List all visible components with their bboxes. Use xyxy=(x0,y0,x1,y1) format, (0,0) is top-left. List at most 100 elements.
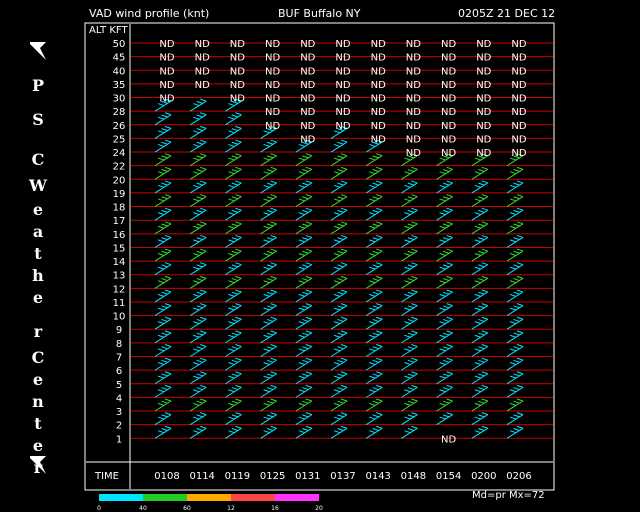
altitude-label-1: 1 xyxy=(116,434,122,445)
wind-barb-4-0206 xyxy=(506,384,524,398)
wind-barb-12-0108 xyxy=(154,275,172,289)
wind-barb-1-0119 xyxy=(225,425,242,439)
wind-barb-17-0131 xyxy=(295,207,313,221)
wind-barb-5-0200 xyxy=(471,371,489,385)
wind-barb-8-0154 xyxy=(436,330,453,344)
no-data-30-0143: ND xyxy=(371,94,386,105)
wind-barb-9-0154 xyxy=(436,316,453,330)
wind-barb-17-0114 xyxy=(189,207,207,221)
wind-barb-25-0119 xyxy=(225,125,242,139)
wind-barb-14-0154 xyxy=(436,248,453,262)
wind-barb-19-0131 xyxy=(295,180,313,194)
wind-barb-20-0131 xyxy=(295,166,313,180)
altitude-label-18: 18 xyxy=(113,203,126,214)
no-data-30-0119: ND xyxy=(230,94,245,105)
no-data-24-0154: ND xyxy=(441,148,456,159)
wind-barb-14-0131 xyxy=(295,248,313,262)
logo-letter: S xyxy=(32,110,44,129)
y-axis-title: ALT KFT xyxy=(89,25,128,36)
wind-barb-13-0148 xyxy=(401,262,418,276)
altitude-label-9: 9 xyxy=(116,325,122,336)
no-data-26-0125: ND xyxy=(265,121,280,132)
time-label-0119: 0119 xyxy=(225,471,250,482)
wind-barb-1-0108 xyxy=(154,425,172,439)
wind-barb-20-0114 xyxy=(189,166,207,180)
wind-barb-9-0137 xyxy=(330,316,348,330)
no-data-30-0131: ND xyxy=(300,94,315,105)
wind-barb-18-0200 xyxy=(471,194,489,207)
wind-barb-16-0125 xyxy=(260,221,277,235)
no-data-35-0200: ND xyxy=(476,80,491,91)
time-label-0200: 0200 xyxy=(471,471,496,482)
no-data-35-0114: ND xyxy=(195,80,210,91)
altitude-label-3: 3 xyxy=(116,407,122,418)
wind-barb-17-0125 xyxy=(260,207,277,221)
wind-barb-20-0148 xyxy=(401,166,418,180)
wind-barb-12-0154 xyxy=(436,275,453,289)
wind-barb-18-0125 xyxy=(260,194,277,207)
no-data-45-0206: ND xyxy=(511,53,526,64)
wind-barb-10-0137 xyxy=(330,303,348,317)
wind-barb-16-0131 xyxy=(295,221,313,235)
wind-barb-15-0108 xyxy=(154,234,172,248)
no-data-30-0125: ND xyxy=(265,94,280,105)
wind-barb-8-0114 xyxy=(189,330,207,344)
wind-barb-20-0108 xyxy=(154,166,172,180)
wind-barb-16-0137 xyxy=(330,221,348,235)
wind-barb-15-0143 xyxy=(365,234,383,248)
wind-barb-25-0137 xyxy=(330,125,348,139)
wind-barb-13-0114 xyxy=(189,262,207,276)
no-data-26-0154: ND xyxy=(441,121,456,132)
wind-barb-4-0154 xyxy=(436,384,453,398)
wind-barb-5-0148 xyxy=(401,371,418,385)
wind-barb-7-0131 xyxy=(295,344,313,357)
logo-letter: a xyxy=(32,222,44,241)
wind-barb-28-0114 xyxy=(189,98,207,112)
no-data-40-0206: ND xyxy=(511,66,526,77)
wind-barb-6-0119 xyxy=(225,357,242,371)
no-data-35-0108: ND xyxy=(159,80,174,91)
wind-barb-18-0154 xyxy=(436,194,453,207)
wind-barb-14-0108 xyxy=(154,248,172,262)
wind-barb-18-0206 xyxy=(506,194,524,207)
wind-barb-22-0154 xyxy=(436,153,453,167)
time-label-0125: 0125 xyxy=(260,471,285,482)
wind-barb-26-0108 xyxy=(154,112,172,126)
logo-letter: W xyxy=(29,176,47,195)
wind-barb-22-0200 xyxy=(471,153,489,167)
no-data-25-0131: ND xyxy=(300,134,315,145)
altitude-label-12: 12 xyxy=(113,284,126,295)
wind-barb-28-0108 xyxy=(154,98,172,112)
logo-letter: e xyxy=(32,370,44,389)
wind-barb-15-0154 xyxy=(436,234,453,248)
no-data-35-0206: ND xyxy=(511,80,526,91)
wind-barb-7-0108 xyxy=(154,344,172,357)
no-data-28-0143: ND xyxy=(371,107,386,118)
wind-barb-4-0108 xyxy=(154,384,172,398)
no-data-50-0137: ND xyxy=(335,39,350,50)
wind-barb-10-0154 xyxy=(436,303,453,317)
wind-barb-16-0108 xyxy=(154,221,172,235)
wind-barb-10-0125 xyxy=(260,303,277,317)
wind-barb-5-0119 xyxy=(225,371,242,385)
wind-barb-2-0154 xyxy=(436,412,453,426)
no-data-26-0131: ND xyxy=(300,121,315,132)
scale-swatch xyxy=(187,494,231,501)
wind-barb-2-0119 xyxy=(225,412,242,426)
wind-barb-22-0206 xyxy=(506,153,524,167)
wind-barb-1-0137 xyxy=(330,425,348,439)
wind-barb-11-0131 xyxy=(295,289,313,303)
altitude-label-30: 30 xyxy=(113,94,126,105)
altitude-label-5: 5 xyxy=(116,380,122,391)
wind-barb-18-0114 xyxy=(189,194,207,207)
logo-letter: r xyxy=(33,322,43,341)
wind-barb-19-0143 xyxy=(365,180,383,194)
no-data-28-0200: ND xyxy=(476,107,491,118)
header-timestamp: 0205Z 21 DEC 12 xyxy=(458,7,556,20)
no-data-45-0108: ND xyxy=(159,53,174,64)
no-data-28-0137: ND xyxy=(335,107,350,118)
wind-barb-20-0119 xyxy=(225,166,242,180)
altitude-tick-labels: 5045403530282625242220191817161514131211… xyxy=(113,39,126,445)
wind-barb-3-0148 xyxy=(401,398,418,412)
